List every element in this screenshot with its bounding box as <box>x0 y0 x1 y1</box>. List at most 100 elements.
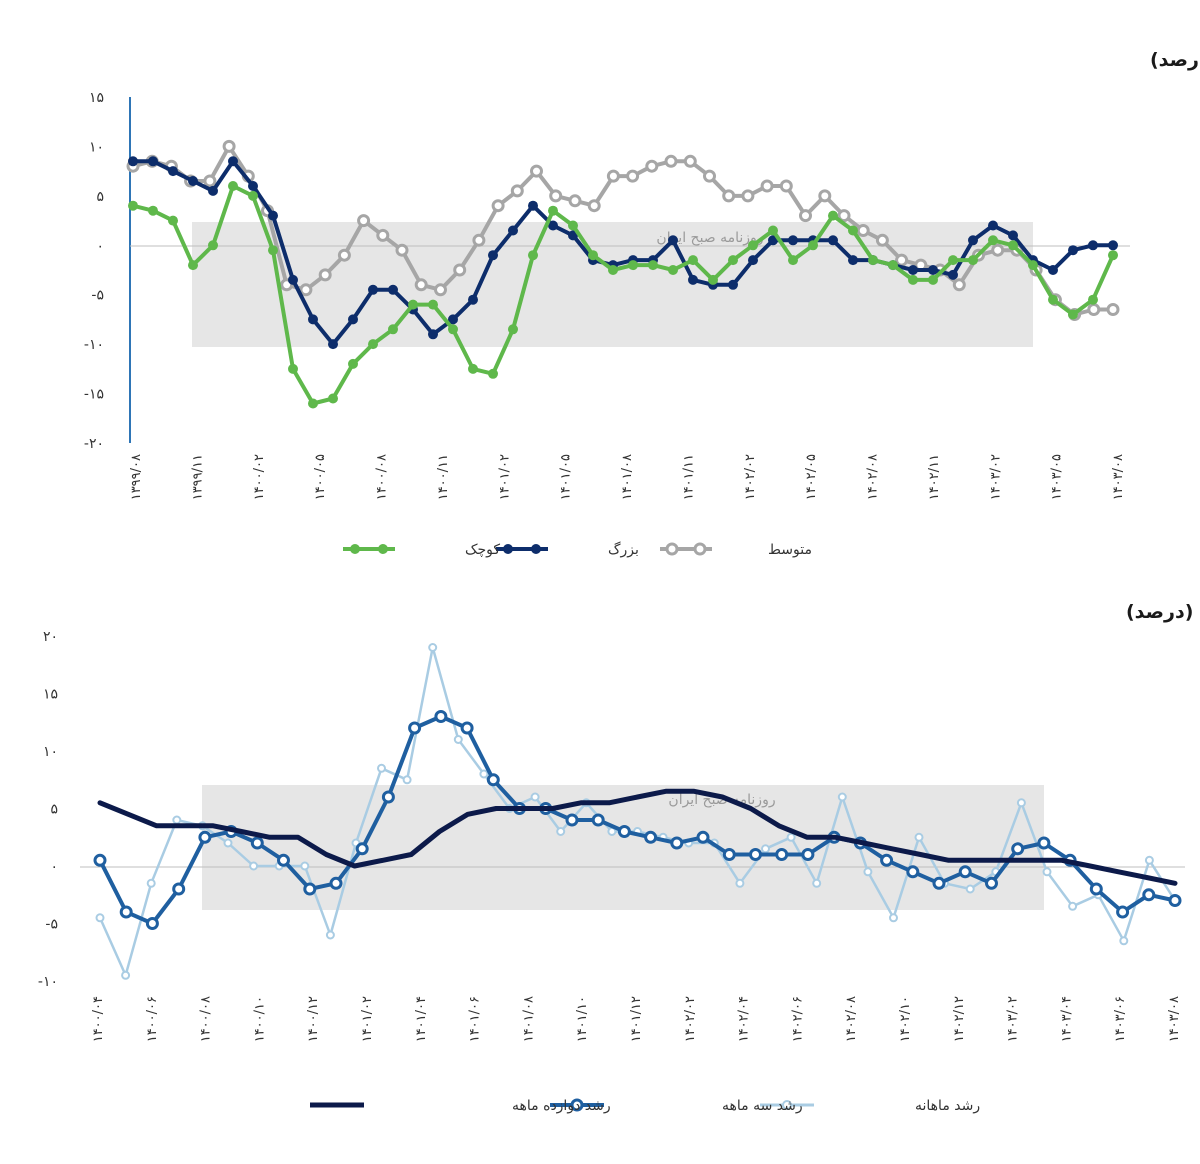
data-point <box>958 865 972 879</box>
data-point <box>606 169 620 183</box>
data-point <box>991 243 1005 257</box>
data-point <box>448 314 458 325</box>
data-point <box>318 268 332 282</box>
data-point <box>1068 309 1078 320</box>
data-point <box>248 181 258 191</box>
data-point <box>818 189 832 203</box>
x-tick-label: ۱۴۰۳/۰۲ <box>988 454 1003 500</box>
series-3 <box>97 788 1178 886</box>
legend-label: متوسط <box>768 542 812 558</box>
data-point <box>608 265 618 275</box>
data-point <box>268 210 278 221</box>
data-point <box>357 214 371 228</box>
y-tick-label: ۲۰ <box>43 629 58 645</box>
data-point <box>488 250 498 261</box>
y-tick-label: -۲۰ <box>84 436 104 452</box>
data-point <box>1016 798 1026 808</box>
data-point <box>348 358 358 369</box>
data-point <box>749 848 762 861</box>
data-point <box>93 853 107 867</box>
legend: رشد ماهانه رشد سه ماهه رشد دوازده ماهه <box>310 1098 980 1114</box>
data-point <box>908 274 918 285</box>
data-point <box>223 838 233 848</box>
data-point <box>1116 905 1130 919</box>
y-tick-label: ۵ <box>96 189 104 205</box>
data-point <box>95 913 105 923</box>
data-point <box>863 867 873 877</box>
data-point <box>1087 303 1101 316</box>
data-point <box>889 913 898 923</box>
data-point <box>565 813 579 827</box>
data-point <box>508 324 518 335</box>
data-point <box>208 185 218 196</box>
x-tick-label: ۱۳۹۹/۰۸ <box>129 454 144 500</box>
data-point <box>250 836 264 850</box>
chart-size-growth: روزنامه صبح ایران رشد سه‌ماههٔ تولید در … <box>84 48 1200 558</box>
data-point <box>948 255 958 266</box>
x-tick-label: ۱۴۰۲/۰۴ <box>737 996 752 1042</box>
data-point <box>1142 888 1156 902</box>
data-point <box>355 842 369 856</box>
series-3 <box>128 181 1118 409</box>
data-point <box>453 735 463 744</box>
data-point <box>453 263 467 277</box>
x-tick-label: ۱۴۰۱/۱۱ <box>681 454 696 500</box>
x-tick-label: ۱۴۰۱/۰۶ <box>468 996 483 1042</box>
data-point <box>308 314 318 325</box>
data-point <box>395 243 409 257</box>
data-point <box>760 179 774 193</box>
x-tick-label: ۱۴۰۰/۱۲ <box>306 996 321 1042</box>
y-tick-label: ۰ <box>50 859 58 875</box>
data-point <box>468 363 478 374</box>
data-point <box>168 215 178 226</box>
data-point <box>1028 260 1038 271</box>
data-point <box>300 861 310 871</box>
data-point <box>548 220 558 231</box>
data-point <box>668 235 678 246</box>
data-point <box>801 848 815 861</box>
data-point <box>837 792 847 802</box>
data-point <box>428 643 438 652</box>
data-point <box>812 878 822 888</box>
data-point <box>381 790 395 804</box>
data-point <box>388 324 398 335</box>
legend-label: کوچک <box>465 542 500 558</box>
y-tick-label: -۵ <box>91 288 104 304</box>
data-point <box>914 832 924 842</box>
data-point <box>328 393 338 404</box>
data-point <box>848 225 858 236</box>
x-tick-label: ۱۴۰۰/۰۵ <box>313 454 328 500</box>
data-point <box>1089 882 1103 896</box>
data-point <box>735 878 745 888</box>
data-point <box>1048 294 1058 305</box>
data-point <box>1088 240 1098 251</box>
data-point <box>249 861 259 871</box>
x-tick-label: ۱۴۰۱/۰۴ <box>414 996 429 1042</box>
data-point <box>741 189 755 203</box>
series-line <box>97 788 1178 886</box>
data-point <box>468 294 478 305</box>
data-point <box>128 156 138 167</box>
data-point <box>428 299 438 310</box>
data-point <box>786 832 796 842</box>
y-tick-label: -۱۵ <box>84 387 104 403</box>
axes <box>129 97 1130 443</box>
x-tick-label: ۱۴۰۲/۰۶ <box>790 996 805 1042</box>
data-point <box>277 853 290 867</box>
x-tick-label: ۱۴۰۳/۰۸ <box>1111 454 1126 500</box>
y-tick-label: ۱۵ <box>43 687 58 703</box>
y-tick-label: -۵ <box>45 917 58 933</box>
series-lines <box>126 139 1120 409</box>
x-tick-label: ۱۴۰۱/۰۵ <box>559 454 574 500</box>
data-point <box>799 209 812 223</box>
data-point <box>628 260 638 271</box>
data-point <box>528 200 538 211</box>
data-point <box>1106 303 1120 316</box>
x-tick-label: ۱۴۰۱/۰۲ <box>497 454 512 500</box>
x-tick-label: ۱۴۰۳/۰۶ <box>1113 996 1128 1042</box>
data-point <box>228 181 238 191</box>
data-point <box>906 865 920 879</box>
data-point <box>932 876 946 890</box>
data-point <box>368 339 378 350</box>
x-tick-label: ۱۴۰۲/۱۱ <box>927 454 942 500</box>
